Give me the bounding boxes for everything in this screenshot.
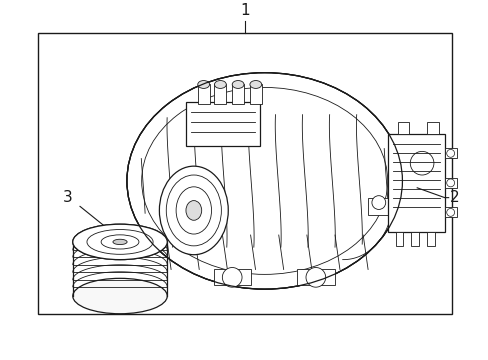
Ellipse shape (249, 81, 261, 89)
Bar (444, 207, 456, 217)
Ellipse shape (305, 267, 325, 287)
Bar (297, 270, 334, 285)
Bar (213, 270, 250, 285)
Text: 2: 2 (449, 190, 458, 205)
Ellipse shape (214, 81, 226, 89)
Bar (387, 134, 444, 232)
Ellipse shape (113, 239, 127, 244)
Bar (426, 122, 438, 134)
Ellipse shape (446, 179, 454, 187)
Ellipse shape (185, 201, 201, 220)
Bar (249, 85, 261, 104)
Bar (410, 232, 418, 246)
Ellipse shape (73, 278, 167, 314)
Bar (38, 33, 451, 314)
Bar (397, 122, 408, 134)
Text: 3: 3 (63, 190, 73, 205)
Bar (214, 85, 226, 104)
Ellipse shape (127, 73, 402, 289)
Text: 1: 1 (240, 3, 249, 18)
Bar (395, 232, 403, 246)
Ellipse shape (446, 208, 454, 216)
Bar (197, 85, 209, 104)
Bar (426, 232, 434, 246)
Ellipse shape (371, 196, 385, 210)
Bar (444, 148, 456, 158)
Bar (185, 102, 259, 147)
Ellipse shape (73, 224, 167, 260)
Ellipse shape (197, 81, 209, 89)
Bar (367, 198, 389, 215)
Ellipse shape (232, 81, 244, 89)
Bar (444, 178, 456, 188)
Ellipse shape (222, 267, 242, 287)
Bar (232, 85, 244, 104)
Ellipse shape (73, 224, 167, 260)
Ellipse shape (159, 166, 228, 255)
Ellipse shape (446, 149, 454, 157)
